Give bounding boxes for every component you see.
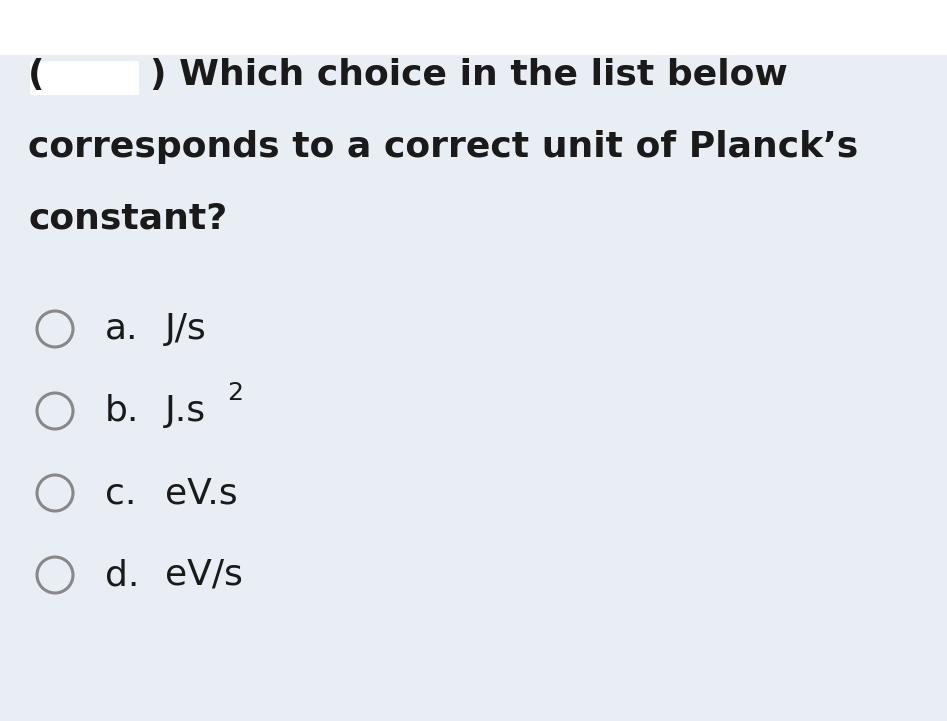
Text: (: ( bbox=[28, 58, 45, 92]
Circle shape bbox=[37, 393, 73, 429]
Text: c.: c. bbox=[105, 476, 136, 510]
Text: ) Which choice in the list below: ) Which choice in the list below bbox=[150, 58, 788, 92]
Text: b.: b. bbox=[105, 394, 139, 428]
Text: eV/s: eV/s bbox=[165, 558, 242, 592]
Circle shape bbox=[37, 311, 73, 347]
Text: d.: d. bbox=[105, 558, 139, 592]
Text: eV.s: eV.s bbox=[165, 476, 238, 510]
FancyBboxPatch shape bbox=[30, 61, 139, 95]
Bar bbox=[0, 0, 947, 55]
Text: constant?: constant? bbox=[28, 202, 227, 236]
Text: J.s: J.s bbox=[165, 394, 206, 428]
Text: 2: 2 bbox=[227, 381, 243, 405]
Circle shape bbox=[37, 557, 73, 593]
Text: corresponds to a correct unit of Planck’s: corresponds to a correct unit of Planck’… bbox=[28, 130, 858, 164]
Circle shape bbox=[37, 475, 73, 511]
Text: a.: a. bbox=[105, 312, 138, 346]
Text: J/s: J/s bbox=[165, 312, 206, 346]
